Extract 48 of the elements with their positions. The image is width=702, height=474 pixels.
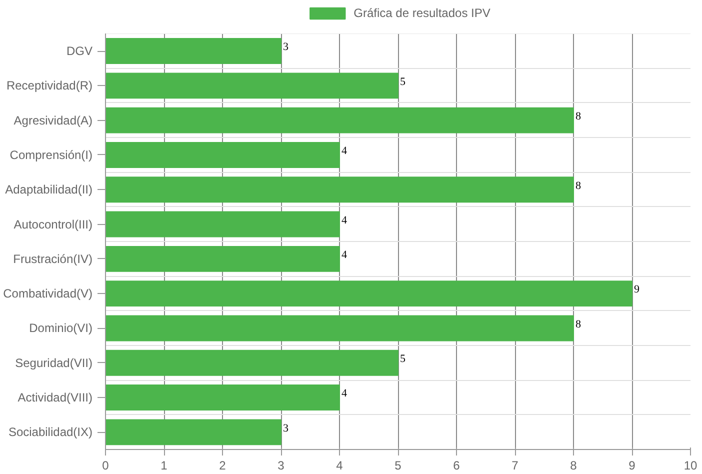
x-tick-label: 4 [336,458,344,472]
data-label: 4 [342,249,348,262]
x-tick-label: 9 [628,458,636,472]
bar [106,280,632,307]
data-label: 8 [576,180,582,192]
bar [106,384,340,410]
bar [106,246,340,272]
x-tick-label: 8 [570,458,578,472]
x-tick-label: 5 [394,458,402,472]
data-label: 4 [342,145,348,158]
x-tick-label: 10 [684,458,698,472]
data-label: 5 [400,353,406,366]
y-tick-label: Comprensión(I) [10,148,93,162]
bar [106,315,574,342]
bar [106,350,398,376]
y-tick-label: Combatividad(V) [3,286,93,301]
bar [106,38,282,64]
y-tick-label: Sociabilidad(IX) [8,425,93,440]
x-tick-label: 2 [219,458,226,472]
bar [106,176,574,203]
y-tick-label: DGV [66,44,93,58]
x-tick-label: 0 [102,458,110,472]
y-tick-label: Adaptabilidad(II) [5,182,93,197]
y-tick-label: Autocontrol(III) [14,217,93,232]
bar [106,419,282,446]
y-tick-label: Receptividad(R) [6,78,93,93]
x-tick-label: 7 [512,458,519,472]
x-tick-label: 6 [453,458,460,472]
y-tick-label: Frustración(IV) [13,252,93,266]
data-label: 8 [576,110,582,122]
data-label: 5 [400,76,406,88]
bar [106,72,398,99]
data-label: 9 [634,284,640,296]
y-tick-label: Agresividad(A) [14,113,93,128]
data-label: 3 [283,41,289,54]
bar [106,211,340,238]
data-label: 4 [342,388,348,400]
data-label: 3 [283,422,289,434]
data-label: 4 [342,214,348,226]
x-tick-label: 1 [160,458,168,472]
x-tick-label: 3 [278,458,285,472]
bar [106,142,340,168]
bar [106,107,574,134]
data-label: 8 [576,318,582,330]
y-tick-label: Dominio(VI) [29,321,93,336]
y-tick-label: Seguridad(VII) [15,356,93,370]
y-tick-label: Actividad(VIII) [18,390,93,405]
legend-label: Gráfica de resultados IPV [354,6,490,20]
